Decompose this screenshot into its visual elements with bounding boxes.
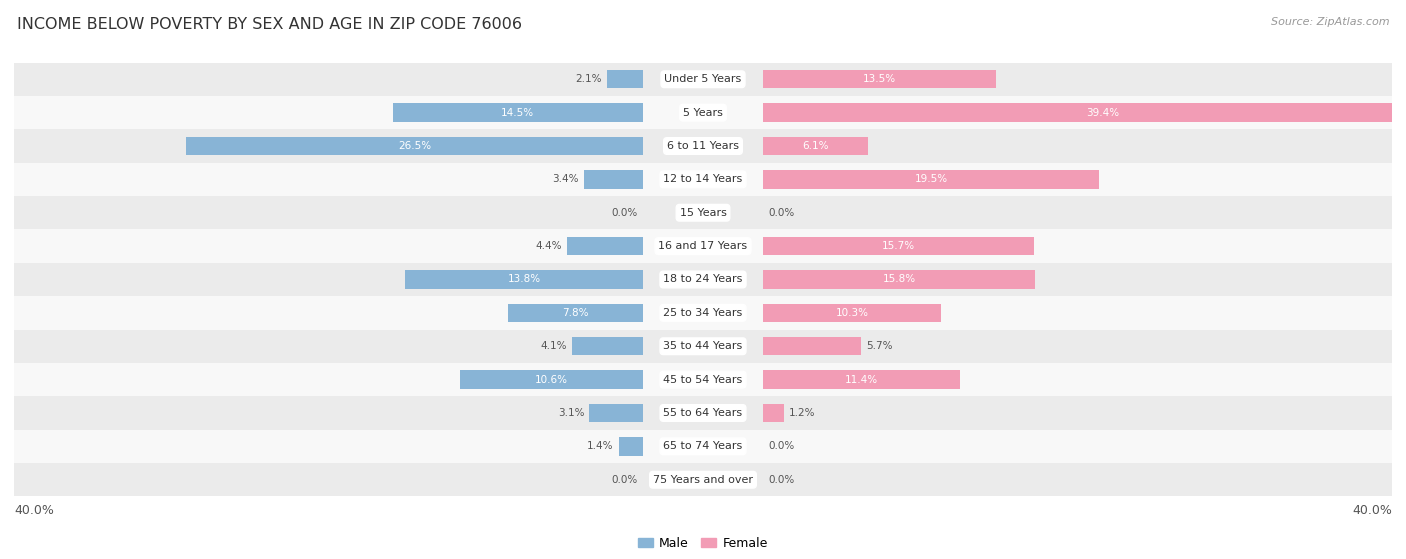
Text: 14.5%: 14.5% [502, 108, 534, 117]
Bar [567, 237, 643, 255]
Text: 7.8%: 7.8% [562, 308, 589, 318]
Text: 2.1%: 2.1% [575, 74, 602, 84]
Bar [392, 103, 643, 122]
Bar [0, 196, 1406, 229]
Text: 40.0%: 40.0% [14, 504, 53, 517]
Bar [186, 137, 643, 155]
Bar [509, 304, 643, 322]
Legend: Male, Female: Male, Female [633, 532, 773, 555]
Bar [0, 63, 1406, 96]
Text: Under 5 Years: Under 5 Years [665, 74, 741, 84]
Text: 1.4%: 1.4% [586, 442, 613, 451]
Text: 45 to 54 Years: 45 to 54 Years [664, 375, 742, 385]
Bar [763, 137, 869, 155]
Text: 19.5%: 19.5% [915, 174, 948, 184]
Bar [405, 271, 643, 288]
Bar [763, 304, 941, 322]
Text: 4.4%: 4.4% [536, 241, 562, 251]
Text: Source: ZipAtlas.com: Source: ZipAtlas.com [1271, 17, 1389, 27]
Text: 10.3%: 10.3% [835, 308, 869, 318]
Text: 40.0%: 40.0% [1353, 504, 1392, 517]
Bar [0, 396, 1406, 430]
Bar [619, 437, 643, 456]
Text: 13.5%: 13.5% [863, 74, 896, 84]
Text: 39.4%: 39.4% [1085, 108, 1119, 117]
Text: 55 to 64 Years: 55 to 64 Years [664, 408, 742, 418]
Bar [763, 404, 785, 422]
Text: 75 Years and over: 75 Years and over [652, 475, 754, 485]
Text: 12 to 14 Years: 12 to 14 Years [664, 174, 742, 184]
Text: 0.0%: 0.0% [612, 208, 637, 218]
Text: 18 to 24 Years: 18 to 24 Years [664, 274, 742, 285]
Text: 26.5%: 26.5% [398, 141, 432, 151]
Text: 5 Years: 5 Years [683, 108, 723, 117]
Text: 1.2%: 1.2% [789, 408, 815, 418]
Text: 10.6%: 10.6% [534, 375, 568, 385]
Bar [763, 371, 960, 389]
Bar [763, 337, 862, 356]
Text: 25 to 34 Years: 25 to 34 Years [664, 308, 742, 318]
Bar [0, 96, 1406, 129]
Text: 0.0%: 0.0% [769, 442, 794, 451]
Text: 15 Years: 15 Years [679, 208, 727, 218]
Text: 3.4%: 3.4% [553, 174, 579, 184]
Bar [0, 430, 1406, 463]
Bar [763, 70, 995, 88]
Bar [0, 296, 1406, 330]
Bar [0, 229, 1406, 263]
Bar [589, 404, 643, 422]
Text: 35 to 44 Years: 35 to 44 Years [664, 341, 742, 351]
Text: 13.8%: 13.8% [508, 274, 540, 285]
Bar [763, 170, 1099, 188]
Text: 4.1%: 4.1% [540, 341, 567, 351]
Bar [0, 129, 1406, 163]
Bar [0, 463, 1406, 496]
Text: 0.0%: 0.0% [612, 475, 637, 485]
Text: 15.7%: 15.7% [882, 241, 915, 251]
Bar [0, 363, 1406, 396]
Bar [572, 337, 643, 356]
Bar [0, 263, 1406, 296]
Text: 6 to 11 Years: 6 to 11 Years [666, 141, 740, 151]
Bar [763, 271, 1035, 288]
Bar [606, 70, 643, 88]
Bar [583, 170, 643, 188]
Text: 5.7%: 5.7% [866, 341, 893, 351]
Bar [460, 371, 643, 389]
Text: INCOME BELOW POVERTY BY SEX AND AGE IN ZIP CODE 76006: INCOME BELOW POVERTY BY SEX AND AGE IN Z… [17, 17, 522, 32]
Bar [763, 103, 1406, 122]
Text: 6.1%: 6.1% [803, 141, 830, 151]
Text: 3.1%: 3.1% [558, 408, 583, 418]
Bar [763, 237, 1033, 255]
Bar [0, 330, 1406, 363]
Text: 0.0%: 0.0% [769, 475, 794, 485]
Text: 15.8%: 15.8% [883, 274, 915, 285]
Bar [0, 163, 1406, 196]
Text: 11.4%: 11.4% [845, 375, 877, 385]
Text: 0.0%: 0.0% [769, 208, 794, 218]
Text: 65 to 74 Years: 65 to 74 Years [664, 442, 742, 451]
Text: 16 and 17 Years: 16 and 17 Years [658, 241, 748, 251]
